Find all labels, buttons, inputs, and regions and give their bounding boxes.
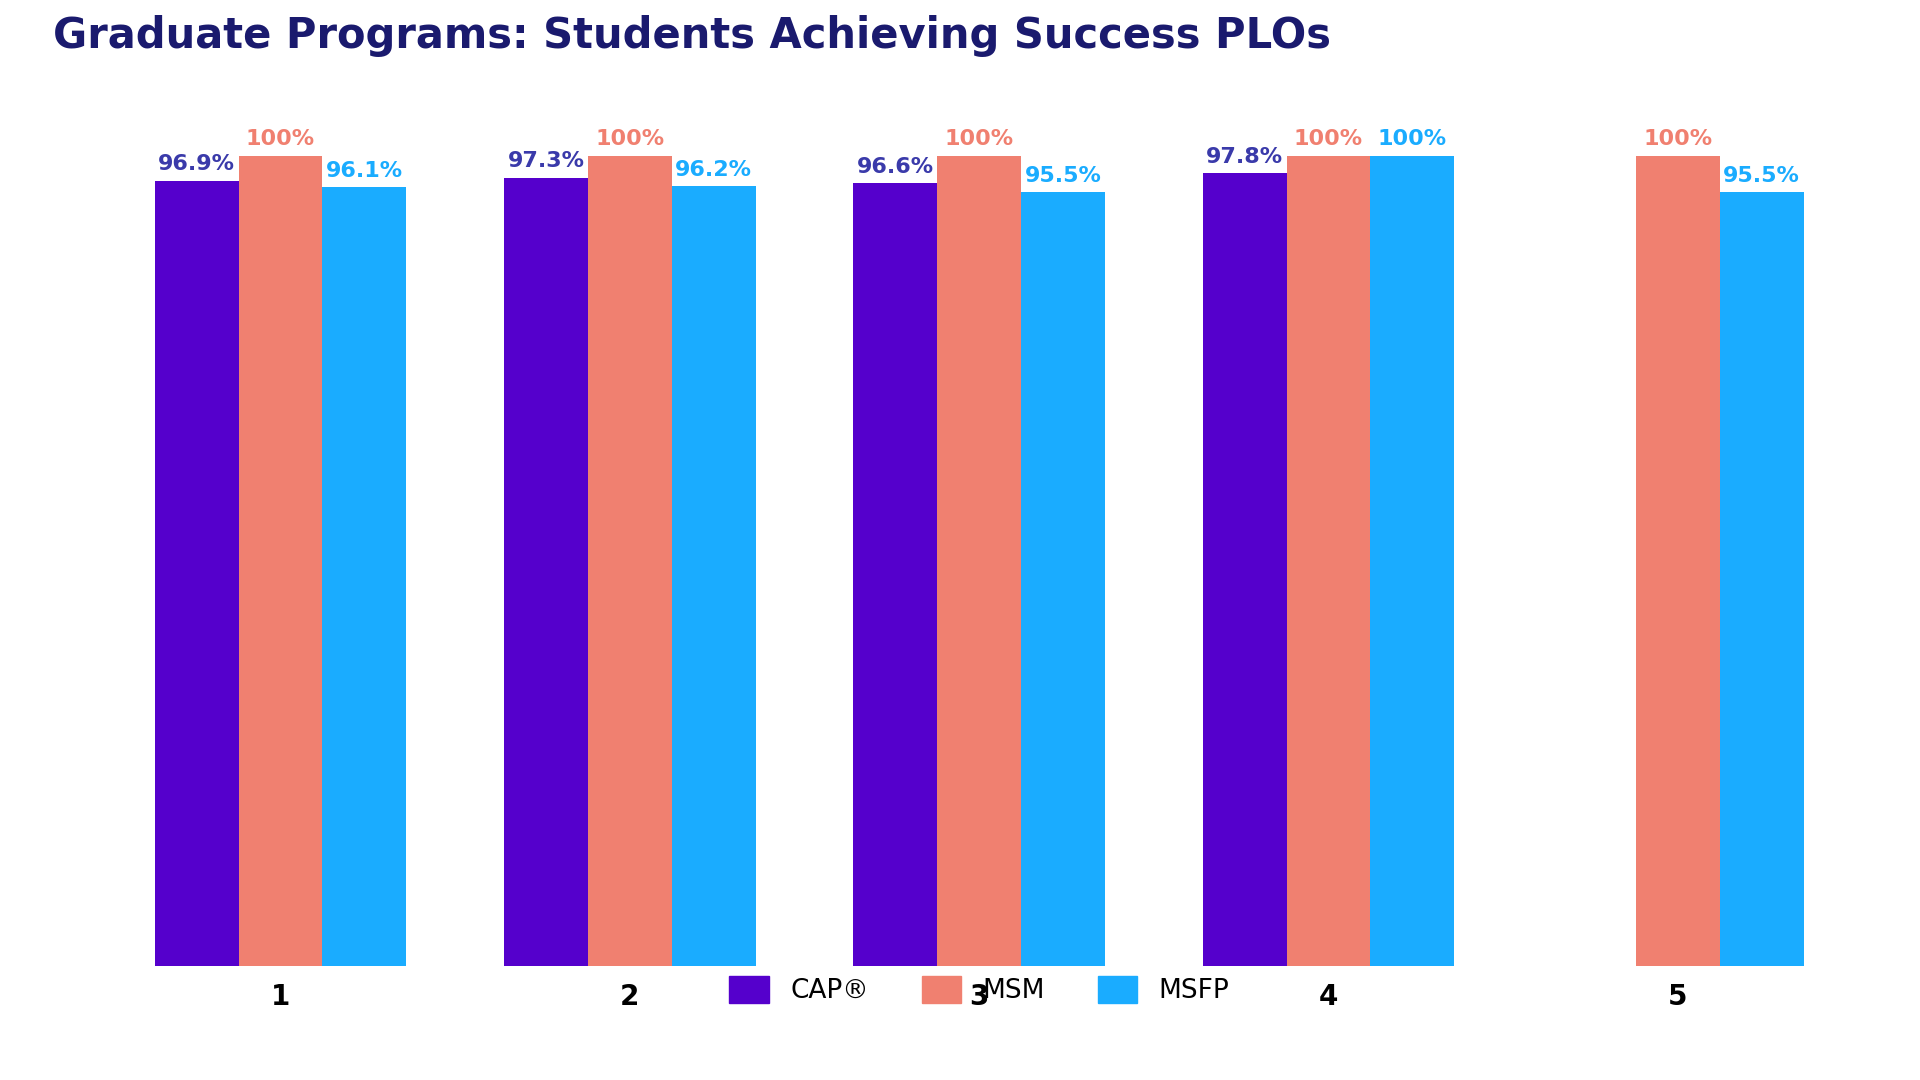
- Bar: [588, 156, 672, 966]
- Bar: [1202, 174, 1286, 966]
- Text: 100%: 100%: [246, 130, 315, 149]
- Bar: [1286, 156, 1371, 966]
- Text: 96.9%: 96.9%: [157, 154, 234, 174]
- Text: 100%: 100%: [1644, 130, 1713, 149]
- Text: 95.5%: 95.5%: [1025, 165, 1102, 186]
- Text: 96.1%: 96.1%: [326, 161, 403, 180]
- Text: 96.6%: 96.6%: [856, 157, 933, 177]
- Text: 96.2%: 96.2%: [676, 160, 753, 180]
- Bar: [1021, 192, 1106, 966]
- Legend: CAP®, MSM, MSFP: CAP®, MSM, MSFP: [718, 966, 1240, 1014]
- Bar: [1636, 156, 1720, 966]
- Text: 100%: 100%: [945, 130, 1014, 149]
- Bar: [1720, 192, 1803, 966]
- Bar: [505, 177, 588, 966]
- Text: 100%: 100%: [595, 130, 664, 149]
- Bar: [672, 187, 756, 966]
- Text: 100%: 100%: [1294, 130, 1363, 149]
- Bar: [937, 156, 1021, 966]
- Bar: [238, 156, 323, 966]
- Text: Graduate Programs: Students Achieving Success PLOs: Graduate Programs: Students Achieving Su…: [54, 15, 1331, 57]
- Text: 100%: 100%: [1379, 130, 1448, 149]
- Text: 97.3%: 97.3%: [507, 151, 584, 171]
- Text: 95.5%: 95.5%: [1724, 165, 1801, 186]
- Bar: [156, 180, 238, 966]
- Bar: [323, 187, 407, 966]
- Bar: [852, 184, 937, 966]
- Bar: [1371, 156, 1453, 966]
- Text: 97.8%: 97.8%: [1206, 147, 1283, 167]
